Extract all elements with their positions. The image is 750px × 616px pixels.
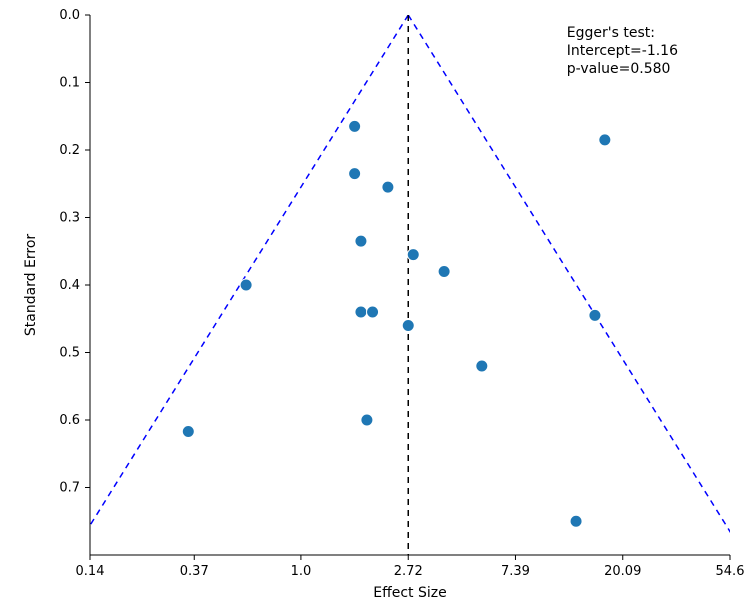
y-tick-label: 0.3: [59, 211, 80, 226]
y-axis-title: Standard Error: [23, 234, 39, 337]
y-tick-label: 0.7: [59, 481, 80, 496]
data-point: [240, 279, 252, 291]
egger-annotation-line: p-value=0.580: [567, 61, 671, 77]
y-tick-label: 0.0: [59, 8, 80, 23]
y-tick-label: 0.1: [59, 76, 80, 91]
data-point: [182, 425, 194, 437]
data-point: [367, 306, 379, 318]
y-tick-label: 0.2: [59, 143, 80, 158]
x-tick-label: 1.0: [291, 564, 312, 579]
data-point: [599, 134, 611, 146]
y-tick-label: 0.4: [59, 278, 80, 293]
x-tick-label: 0.37: [180, 564, 209, 579]
x-tick-label: 20.09: [604, 564, 641, 579]
data-point: [570, 515, 582, 527]
egger-annotation-line: Intercept=-1.16: [567, 43, 678, 59]
data-point: [349, 120, 361, 132]
x-tick-label: 54.6: [716, 564, 745, 579]
data-point: [355, 235, 367, 247]
data-point: [438, 266, 450, 278]
data-point: [589, 309, 601, 321]
funnel-plot-chart: 0.14 0.37 1.0 2.72 7.39 20.09 54.6 0.0 0.1 0.2 0.3…: [0, 0, 750, 616]
x-tick-label: 2.72: [394, 564, 423, 579]
x-axis-title: Effect Size: [373, 585, 446, 601]
data-point: [382, 181, 394, 193]
y-tick-label: 0.6: [59, 413, 80, 428]
data-point: [402, 320, 414, 332]
data-point: [407, 249, 419, 261]
x-tick-label: 7.39: [501, 564, 530, 579]
egger-annotation-line: Egger's test:: [567, 25, 655, 41]
y-tick-label: 0.5: [59, 346, 80, 361]
data-point: [349, 168, 361, 180]
x-tick-label: 0.14: [76, 564, 105, 579]
data-point: [361, 414, 373, 426]
data-point: [355, 306, 367, 318]
data-point: [476, 360, 488, 372]
